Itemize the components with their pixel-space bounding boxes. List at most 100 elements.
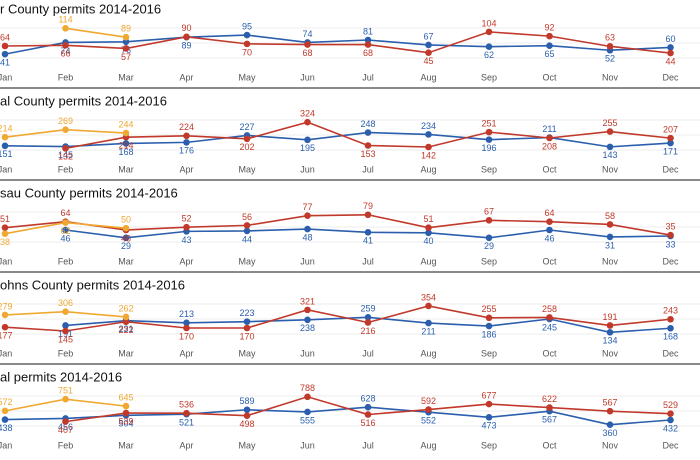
data-label: 29 [121,241,131,251]
x-tick-label: Jan [0,348,12,358]
data-label: 567 [602,398,617,408]
data-label: 751 [58,386,73,396]
point [485,414,493,421]
data-label: 92 [544,22,554,32]
point [667,134,674,142]
data-label: 145 [58,334,73,344]
x-tick-label: Aug [420,72,436,82]
data-label: 51 [0,214,10,224]
point [364,411,372,418]
data-label: 35 [665,221,675,231]
chart-title: al County permits 2014-2016 [0,93,167,108]
panel: al County permits 2014-2016 Jan Feb Mar Apr M… [0,93,700,181]
data-label: 44 [242,234,252,244]
point [304,316,311,324]
data-label: 202 [239,142,254,152]
point [425,143,432,151]
x-tick-label: Jun [300,256,315,266]
data-label: 360 [602,428,617,438]
x-tick-label: Apr [179,72,193,82]
x-tick-label: Dec [662,256,679,266]
data-label: 151 [0,149,13,159]
point [62,145,69,152]
data-label: 572 [0,397,13,407]
data-label: 62 [60,226,70,236]
x-tick-label: Jan [0,72,12,82]
x-tick-label: Nov [602,164,619,174]
x-tick-label: Jun [300,164,315,174]
data-label: 51 [423,214,433,224]
data-label: 177 [0,331,13,341]
data-label: 170 [239,331,254,341]
x-tick-label: Jul [362,72,374,82]
x-tick-label: May [238,72,256,82]
point [243,412,251,419]
x-tick-label: Sep [481,72,497,82]
data-label: 81 [363,26,373,36]
data-label: 142 [421,150,436,160]
x-tick-label: Mar [118,256,134,266]
data-label: 245 [542,322,557,332]
point [243,318,251,325]
point [62,395,69,403]
point [606,407,614,415]
point [606,128,614,135]
point [243,135,251,143]
x-tick-label: May [238,348,256,358]
x-tick-label: Apr [179,256,193,266]
data-label: 645 [118,392,133,402]
panel: ohns County permits 2014-2016 Jan Feb Mar Ap… [0,277,700,365]
data-label: 208 [542,141,557,151]
data-label: 234 [421,121,436,131]
data-label: 63 [605,33,615,43]
series-line [4,31,671,54]
data-label: 46 [60,233,70,243]
data-label: 628 [360,394,375,404]
data-label: 552 [421,416,436,426]
data-label: 231 [118,324,133,334]
x-tick-label: Feb [58,164,74,174]
point [667,410,674,417]
data-label: 170 [179,331,194,341]
data-label: 68 [302,48,312,58]
x-tick-label: Dec [662,440,679,450]
data-label: 432 [663,423,678,433]
point [304,393,311,401]
data-label: 244 [118,119,133,129]
data-label: 114 [58,15,72,25]
data-label: 66 [60,49,70,59]
data-label: 321 [300,296,315,306]
data-label: 223 [239,308,254,318]
point [546,404,553,411]
point [304,118,311,126]
data-label: 31 [605,240,615,250]
point [425,41,432,49]
point [546,218,553,225]
x-tick-label: Jul [362,164,374,174]
point [364,36,372,44]
data-label: 677 [481,390,496,400]
point [304,225,311,233]
x-tick-label: Apr [179,164,193,174]
data-label: 67 [484,207,494,217]
point [1,311,9,319]
data-label: 143 [602,150,617,160]
point [183,33,190,41]
data-label: 168 [118,147,133,157]
point [546,42,553,49]
x-tick-label: Dec [662,164,679,174]
point [364,229,372,236]
panel: sau County permits 2014-2016 Jan Feb Mar Apr… [0,185,700,273]
data-label: 104 [481,18,496,28]
x-tick-label: Oct [542,72,557,82]
point [183,324,190,332]
point [183,409,190,417]
data-label: 536 [179,400,194,410]
point [1,230,9,237]
x-tick-label: Jul [362,348,374,358]
data-label: 43 [181,235,191,245]
data-label: 186 [481,329,496,339]
data-label: 62 [484,50,494,60]
x-tick-label: Mar [118,164,134,174]
x-tick-label: Jun [300,440,315,450]
